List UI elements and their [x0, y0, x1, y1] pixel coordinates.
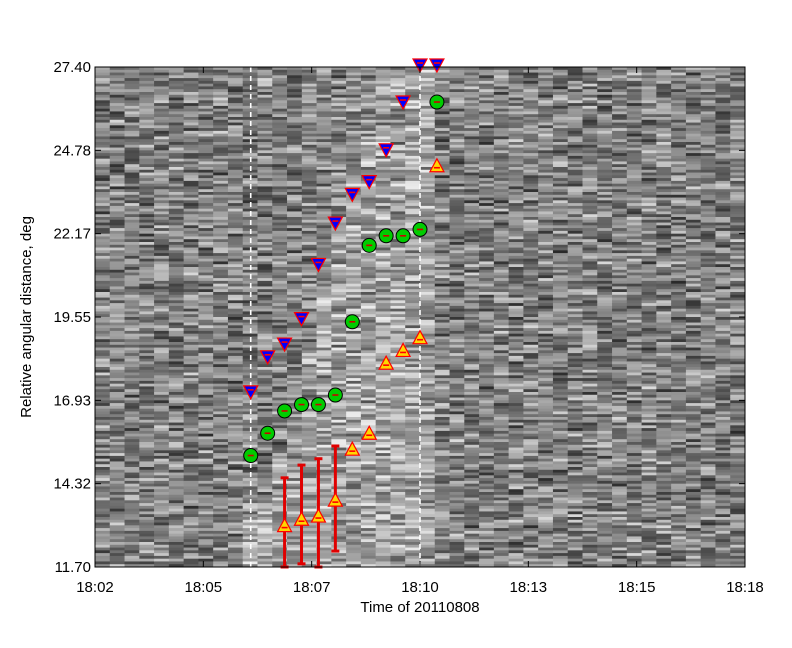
data-point-downward-triangle	[411, 58, 429, 74]
x-tick-label: 18:15	[618, 579, 656, 596]
data-point-upward-triangle	[378, 354, 395, 370]
x-tick-label: 18:07	[293, 579, 331, 596]
x-tick-label: 18:10	[401, 579, 439, 596]
data-point-downward-triangle	[259, 350, 276, 366]
data-point-upward-triangle	[395, 342, 412, 358]
data-point-upward-triangle	[411, 329, 429, 345]
y-tick-label: 11.70	[55, 559, 91, 576]
x-tick-labels: 18:02 18:05 18:07 18:10 18:13 18:15 18:18	[76, 579, 764, 596]
data-point-downward-triangle	[293, 311, 310, 327]
x-tick-label: 18:18	[726, 579, 764, 596]
x-axis-label: Time of 20110808	[360, 599, 479, 616]
y-tick-label: 19.55	[53, 309, 91, 326]
data-point-downward-triangle	[276, 337, 293, 353]
y-tick-label: 27.40	[53, 59, 91, 76]
data-point-downward-triangle	[327, 216, 344, 232]
data-point-downward-triangle	[428, 58, 445, 74]
vertical-lines	[249, 67, 421, 567]
data-point-downward-triangle	[344, 187, 361, 203]
y-tick-label: 24.78	[53, 142, 91, 159]
data-markers	[242, 58, 445, 533]
data-point-downward-triangle	[395, 95, 412, 111]
y-axis-label: Relative angular distance, deg	[18, 216, 35, 418]
data-point-downward-triangle	[361, 175, 378, 190]
y-tick-label: 16.93	[53, 392, 91, 409]
data-point-upward-triangle	[293, 510, 310, 526]
x-tick-label: 18:13	[510, 579, 548, 596]
y-tick-label: 14.32	[53, 476, 91, 493]
x-tick-label: 18:05	[185, 579, 223, 596]
x-tick-label: 18:02	[76, 579, 114, 596]
data-point-downward-triangle	[242, 385, 259, 401]
data-point-upward-triangle	[310, 507, 327, 523]
data-point-upward-triangle	[344, 440, 361, 456]
data-point-upward-triangle	[327, 491, 344, 507]
data-point-upward-triangle	[428, 157, 445, 173]
data-point-upward-triangle	[276, 517, 293, 533]
axis-ticks	[94, 66, 746, 568]
y-tick-labels: 11.70 14.32 16.93 19.55 22.17 24.78 27.40	[53, 59, 91, 576]
y-tick-label: 22.17	[53, 226, 91, 243]
data-point-downward-triangle	[378, 143, 395, 159]
heatmap-background	[95, 67, 745, 567]
data-point-downward-triangle	[310, 257, 327, 273]
data-point-upward-triangle	[361, 424, 378, 440]
